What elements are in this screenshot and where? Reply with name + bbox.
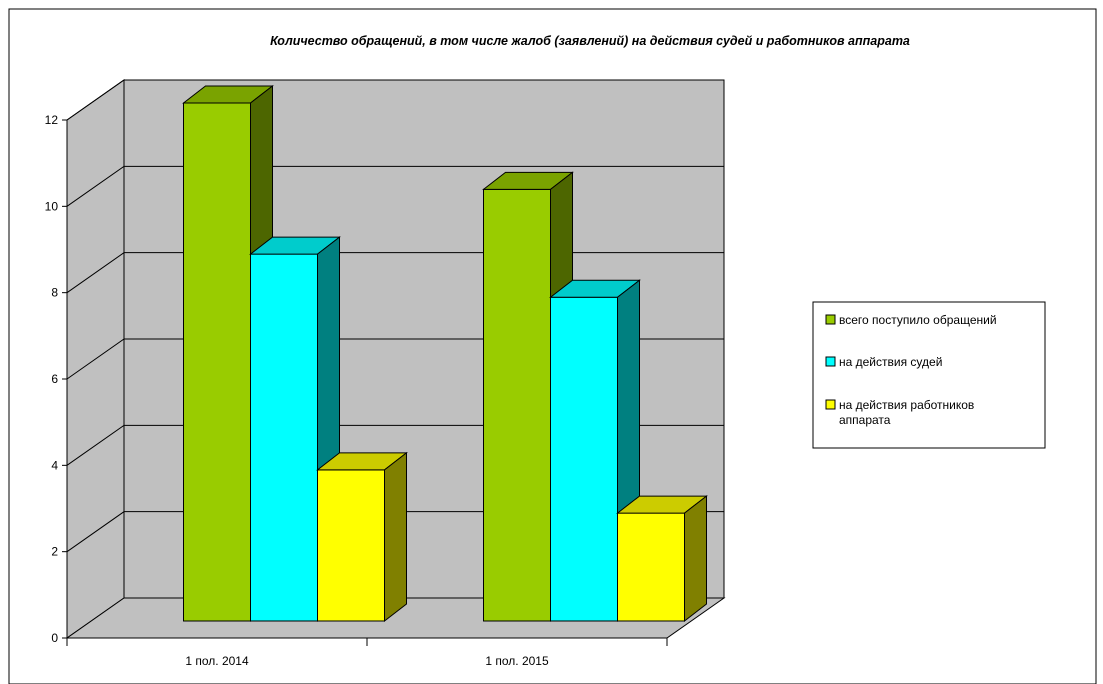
y-tick-label: 4 [51, 458, 58, 472]
bar-front [550, 296, 618, 622]
y-tick-label: 2 [51, 545, 58, 559]
y-tick-label: 10 [45, 199, 59, 213]
gridline [66, 79, 724, 121]
y-tick-label: 12 [45, 113, 59, 127]
legend-swatch [825, 356, 836, 367]
legend-label: на действия судей [839, 355, 942, 369]
y-tick-label: 8 [51, 286, 58, 300]
bar-side [384, 451, 407, 623]
bar-front [250, 253, 318, 622]
legend-label: аппарата [839, 413, 891, 427]
bar-side [684, 495, 707, 623]
legend-label: всего поступило обращений [839, 313, 997, 327]
legend-label: на действия работников [839, 398, 974, 412]
legend-swatch [825, 314, 836, 325]
bars [182, 84, 708, 623]
legend: всего поступило обращений на действия суд… [812, 301, 1046, 449]
chart-title: Количество обращений, в том числе жалоб … [270, 34, 910, 48]
bar-front [617, 512, 685, 622]
x-category-label: 1 пол. 2015 [485, 654, 549, 668]
bar-front [317, 469, 385, 622]
y-tick-label: 6 [51, 372, 58, 386]
legend-swatch [825, 399, 836, 410]
y-tick-label: 0 [51, 631, 58, 645]
axis-labels: 0 2 4 6 8 10 12 1 пол. 2014 1 пол. 2015 [45, 113, 549, 668]
axes [62, 119, 668, 646]
bar-front [183, 102, 251, 622]
gridline [66, 165, 724, 207]
bar-front [483, 188, 551, 622]
legend-box [812, 301, 1046, 449]
x-category-label: 1 пол. 2014 [185, 654, 249, 668]
